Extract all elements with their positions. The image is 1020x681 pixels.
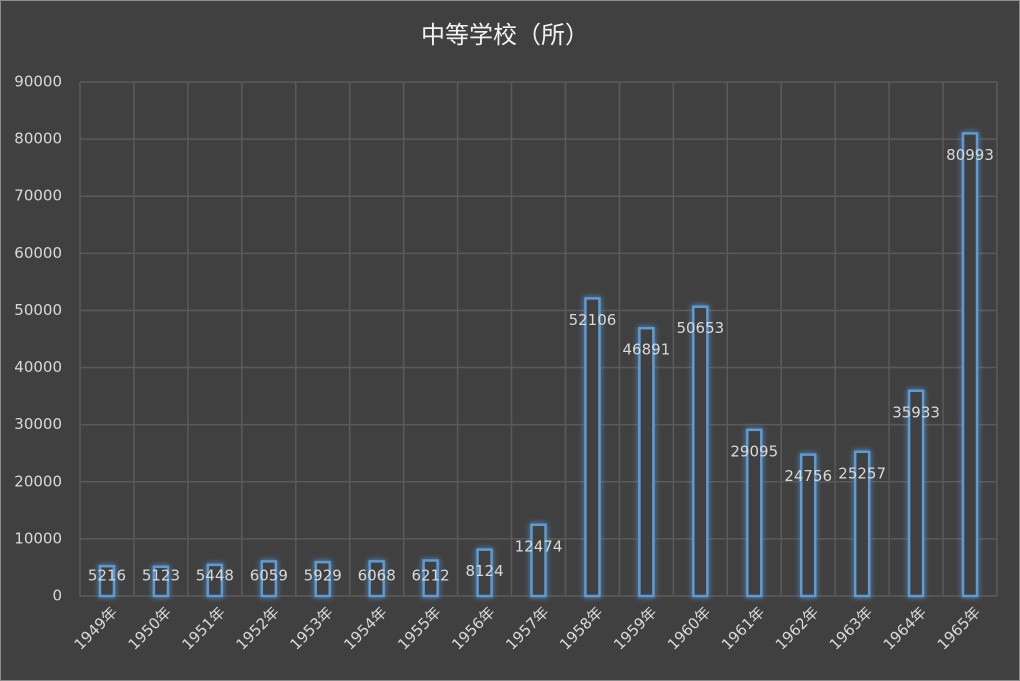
bar — [368, 560, 385, 598]
y-tick-label: 0 — [52, 587, 62, 605]
bar — [907, 389, 925, 598]
bar — [206, 563, 224, 598]
data-label: 35933 — [892, 403, 940, 421]
data-label: 25257 — [838, 464, 886, 482]
data-label: 50653 — [676, 319, 724, 337]
y-tick-label: 20000 — [14, 472, 62, 490]
data-label: 29095 — [730, 442, 778, 460]
data-label: 8124 — [465, 562, 503, 580]
y-tick-label: 10000 — [14, 529, 62, 547]
y-tick-label: 40000 — [14, 358, 62, 376]
data-label: 80993 — [946, 146, 994, 164]
data-label: 12474 — [515, 537, 563, 555]
bar — [152, 565, 170, 598]
data-label: 52106 — [569, 311, 617, 329]
y-tick-label: 30000 — [14, 415, 62, 433]
y-tick-label: 70000 — [14, 187, 62, 205]
chart-title: 中等学校（所） — [421, 21, 589, 49]
bar — [853, 450, 871, 598]
data-label: 6068 — [358, 567, 396, 585]
data-label: 5929 — [304, 567, 342, 585]
data-label: 6059 — [250, 567, 288, 585]
bar — [530, 523, 547, 598]
bar — [799, 453, 817, 598]
bar — [422, 559, 439, 598]
data-label: 46891 — [623, 341, 671, 359]
data-label: 6212 — [412, 567, 450, 585]
bar — [584, 297, 601, 598]
data-label: 24756 — [784, 467, 832, 485]
y-tick-label: 80000 — [14, 130, 62, 148]
bar — [692, 305, 709, 598]
data-label: 5123 — [142, 567, 180, 585]
bar — [961, 132, 979, 598]
y-tick-label: 90000 — [14, 73, 62, 91]
y-tick-label: 60000 — [14, 244, 62, 262]
bar — [260, 560, 278, 598]
bar — [98, 564, 116, 598]
bar — [476, 548, 493, 598]
bar — [314, 560, 331, 598]
data-label: 5216 — [88, 567, 126, 585]
data-label: 5448 — [196, 567, 234, 585]
y-tick-label: 50000 — [14, 301, 62, 319]
bar — [746, 428, 763, 598]
bar — [638, 326, 655, 598]
